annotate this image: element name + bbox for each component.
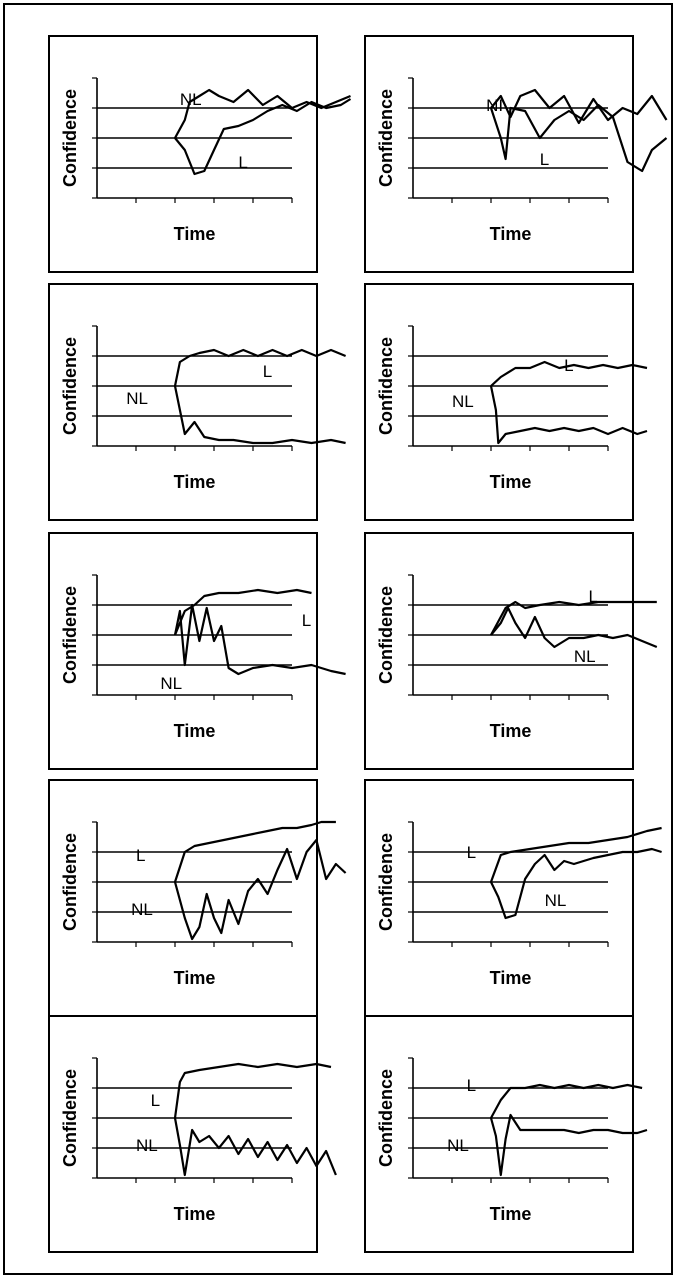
chart-panel-6: L NL Confidence Time <box>364 532 658 770</box>
y-axis-label: Confidence <box>376 89 396 187</box>
series-label: L <box>136 846 145 865</box>
y-axis-label: Confidence <box>376 1069 396 1167</box>
series-label: NL <box>180 90 202 109</box>
chart-panel-9: L NL Confidence Time <box>48 1015 337 1253</box>
series-label: L <box>467 843 476 862</box>
x-axis-label: Time <box>490 968 532 988</box>
series-line-l <box>173 820 336 883</box>
series-label: NL <box>447 1136 469 1155</box>
chart-panel-3: L NL Confidence Time <box>48 283 347 521</box>
series-line-l <box>489 826 662 883</box>
x-axis-label: Time <box>174 968 216 988</box>
y-axis-label: Confidence <box>376 586 396 684</box>
chart-panel-5: L NL Confidence Time <box>48 532 346 770</box>
series-label: NL <box>545 891 567 910</box>
series-label: L <box>564 356 573 375</box>
series-label: NL <box>136 1136 158 1155</box>
series-line-upper <box>173 588 312 636</box>
series-line-nl <box>174 88 351 139</box>
series-label: L <box>238 153 247 172</box>
series-line-upper <box>490 360 648 387</box>
x-axis-label: Time <box>490 472 532 492</box>
series-line-lower <box>173 385 346 445</box>
series-label: L <box>263 362 272 381</box>
y-axis-label: Confidence <box>60 89 80 187</box>
series-label: L <box>589 587 598 606</box>
chart-panel-8: L NL Confidence Time <box>364 779 662 1017</box>
chart-panel-10: L NL Confidence Time <box>364 1015 648 1253</box>
series-label: NL <box>160 674 182 693</box>
series-line-upper <box>173 348 347 387</box>
panel-border <box>364 532 634 770</box>
x-axis-label: Time <box>490 721 532 741</box>
y-axis-label: Confidence <box>60 586 80 684</box>
series-label: NL <box>452 392 474 411</box>
series-label: L <box>151 1091 160 1110</box>
series-label: L <box>302 611 311 630</box>
y-axis-label: Confidence <box>376 337 396 435</box>
series-label: NI <box>486 96 503 115</box>
series-line-l <box>489 103 668 173</box>
x-axis-label: Time <box>174 1204 216 1224</box>
panel-border <box>48 35 318 273</box>
x-axis-label: Time <box>174 721 216 741</box>
series-line-l <box>490 600 657 636</box>
panel-border <box>48 283 318 521</box>
series-label: NL <box>131 900 153 919</box>
panel-border <box>48 1015 318 1253</box>
x-axis-label: Time <box>490 224 532 244</box>
series-line-l <box>174 98 352 176</box>
series-line-nl <box>489 1113 648 1177</box>
series-line-nl <box>173 838 347 941</box>
series-label: NL <box>574 647 596 666</box>
x-axis-label: Time <box>490 1204 532 1224</box>
chart-panel-7: L NL Confidence Time <box>48 779 347 1017</box>
chart-panel-1: NL L Confidence Time <box>48 35 352 273</box>
series-line-nl <box>490 847 662 920</box>
series-line-l <box>173 1062 332 1119</box>
series-line-l <box>490 1083 643 1119</box>
chart-panel-4: L NL Confidence Time <box>364 283 648 521</box>
x-axis-label: Time <box>174 472 216 492</box>
panel-border <box>364 283 634 521</box>
y-axis-label: Confidence <box>60 1069 80 1167</box>
series-line-nl <box>173 1117 337 1177</box>
panel-border <box>364 35 634 273</box>
series-label: NL <box>126 389 148 408</box>
y-axis-label: Confidence <box>60 337 80 435</box>
series-line-lower <box>489 385 648 445</box>
panel-border <box>364 1015 634 1253</box>
series-line-nl <box>490 88 668 125</box>
series-label: L <box>540 150 549 169</box>
series-line-nl <box>490 606 658 649</box>
y-axis-label: Confidence <box>60 833 80 931</box>
x-axis-label: Time <box>174 224 216 244</box>
y-axis-label: Confidence <box>376 833 396 931</box>
series-label: L <box>467 1076 476 1095</box>
panel-border <box>48 779 318 1017</box>
series-line-lower <box>173 603 346 676</box>
chart-panel-2: NI L Confidence Time <box>364 35 668 273</box>
